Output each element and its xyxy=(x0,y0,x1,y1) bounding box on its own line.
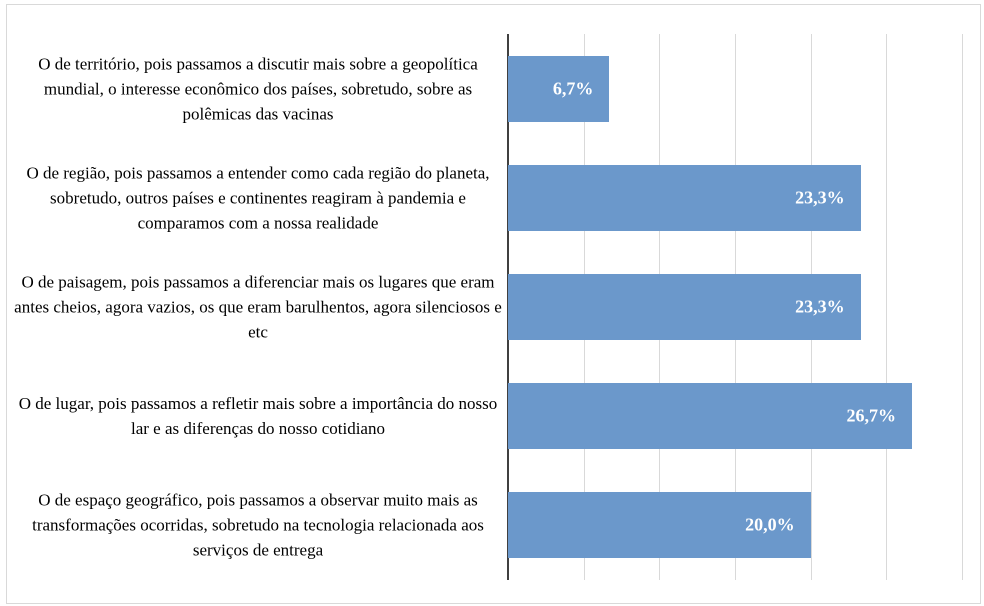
bar xyxy=(508,274,861,340)
bar xyxy=(508,492,811,559)
grid-line xyxy=(886,34,888,580)
value-label: 20,0% xyxy=(745,514,795,535)
grid-line xyxy=(962,34,963,580)
category-label: O de espaço geográfico, pois passamos a … xyxy=(32,490,484,560)
bar xyxy=(508,164,861,231)
category-label: O de lugar, pois passamos a refletir mai… xyxy=(18,394,498,439)
chart-frame xyxy=(6,4,981,604)
value-label: 26,7% xyxy=(846,405,897,426)
bar xyxy=(508,383,913,450)
category-label: O de região, pois passamos a entender co… xyxy=(26,163,490,233)
value-label: 23,3% xyxy=(795,187,845,208)
value-label: 6,7% xyxy=(552,78,594,99)
value-label: 23,3% xyxy=(795,296,845,317)
category-label: O de território, pois passamos a discuti… xyxy=(38,54,478,124)
bar xyxy=(508,55,610,122)
category-label: O de paisagem, pois passamos a diferenci… xyxy=(14,272,502,342)
